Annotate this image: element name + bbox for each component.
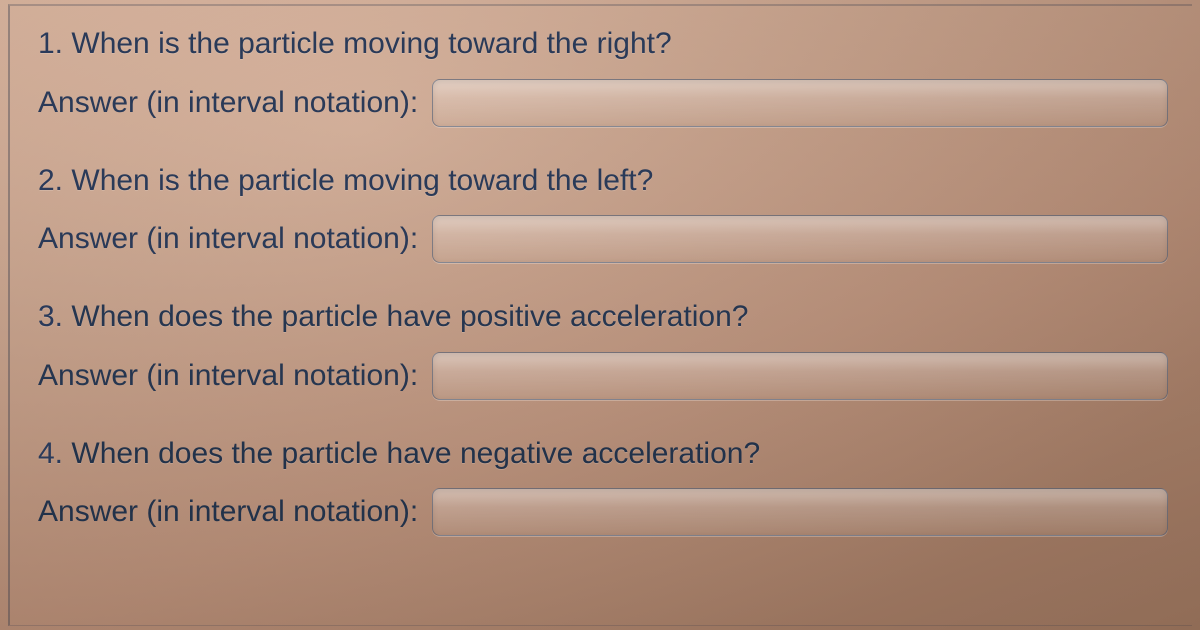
question-text: 3. When does the particle have positive …: [38, 297, 1168, 338]
question-body: When does the particle have negative acc…: [71, 437, 760, 470]
answer-input-2[interactable]: [432, 215, 1168, 263]
answer-input-4[interactable]: [432, 488, 1168, 536]
question-panel: 1. When is the particle moving toward th…: [8, 4, 1192, 626]
answer-row: Answer (in interval notation):: [38, 79, 1168, 127]
answer-input-1[interactable]: [432, 79, 1168, 127]
answer-label: Answer (in interval notation):: [38, 359, 418, 393]
answer-label: Answer (in interval notation):: [38, 222, 418, 256]
question-number: 3.: [38, 300, 63, 333]
answer-row: Answer (in interval notation):: [38, 352, 1168, 400]
question-body: When does the particle have positive acc…: [71, 300, 748, 333]
answer-input-3[interactable]: [432, 352, 1168, 400]
answer-row: Answer (in interval notation):: [38, 488, 1168, 536]
question-number: 1.: [38, 27, 63, 60]
question-number: 2.: [38, 164, 63, 197]
question-body: When is the particle moving toward the l…: [71, 164, 653, 197]
answer-row: Answer (in interval notation):: [38, 215, 1168, 263]
question-block-4: 4. When does the particle have negative …: [38, 434, 1168, 537]
question-block-1: 1. When is the particle moving toward th…: [38, 24, 1168, 127]
answer-label: Answer (in interval notation):: [38, 86, 418, 120]
question-block-2: 2. When is the particle moving toward th…: [38, 161, 1168, 264]
question-text: 4. When does the particle have negative …: [38, 434, 1168, 475]
question-body: When is the particle moving toward the r…: [71, 27, 671, 60]
question-text: 1. When is the particle moving toward th…: [38, 24, 1168, 65]
answer-label: Answer (in interval notation):: [38, 495, 418, 529]
question-number: 4.: [38, 437, 63, 470]
question-block-3: 3. When does the particle have positive …: [38, 297, 1168, 400]
question-text: 2. When is the particle moving toward th…: [38, 161, 1168, 202]
